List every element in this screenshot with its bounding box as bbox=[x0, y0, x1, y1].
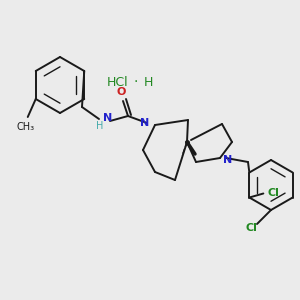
Text: N: N bbox=[140, 118, 150, 128]
Text: N: N bbox=[224, 155, 232, 165]
Text: Cl: Cl bbox=[245, 223, 257, 233]
Text: O: O bbox=[116, 87, 126, 97]
Text: HCl: HCl bbox=[107, 76, 129, 88]
Text: Cl: Cl bbox=[267, 188, 279, 199]
Text: H: H bbox=[143, 76, 153, 88]
Text: N: N bbox=[103, 113, 112, 123]
Text: H: H bbox=[96, 121, 104, 131]
Text: CH₃: CH₃ bbox=[17, 122, 35, 132]
Text: ·: · bbox=[134, 75, 138, 89]
